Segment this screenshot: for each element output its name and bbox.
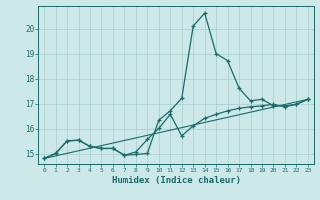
X-axis label: Humidex (Indice chaleur): Humidex (Indice chaleur) [111, 176, 241, 185]
